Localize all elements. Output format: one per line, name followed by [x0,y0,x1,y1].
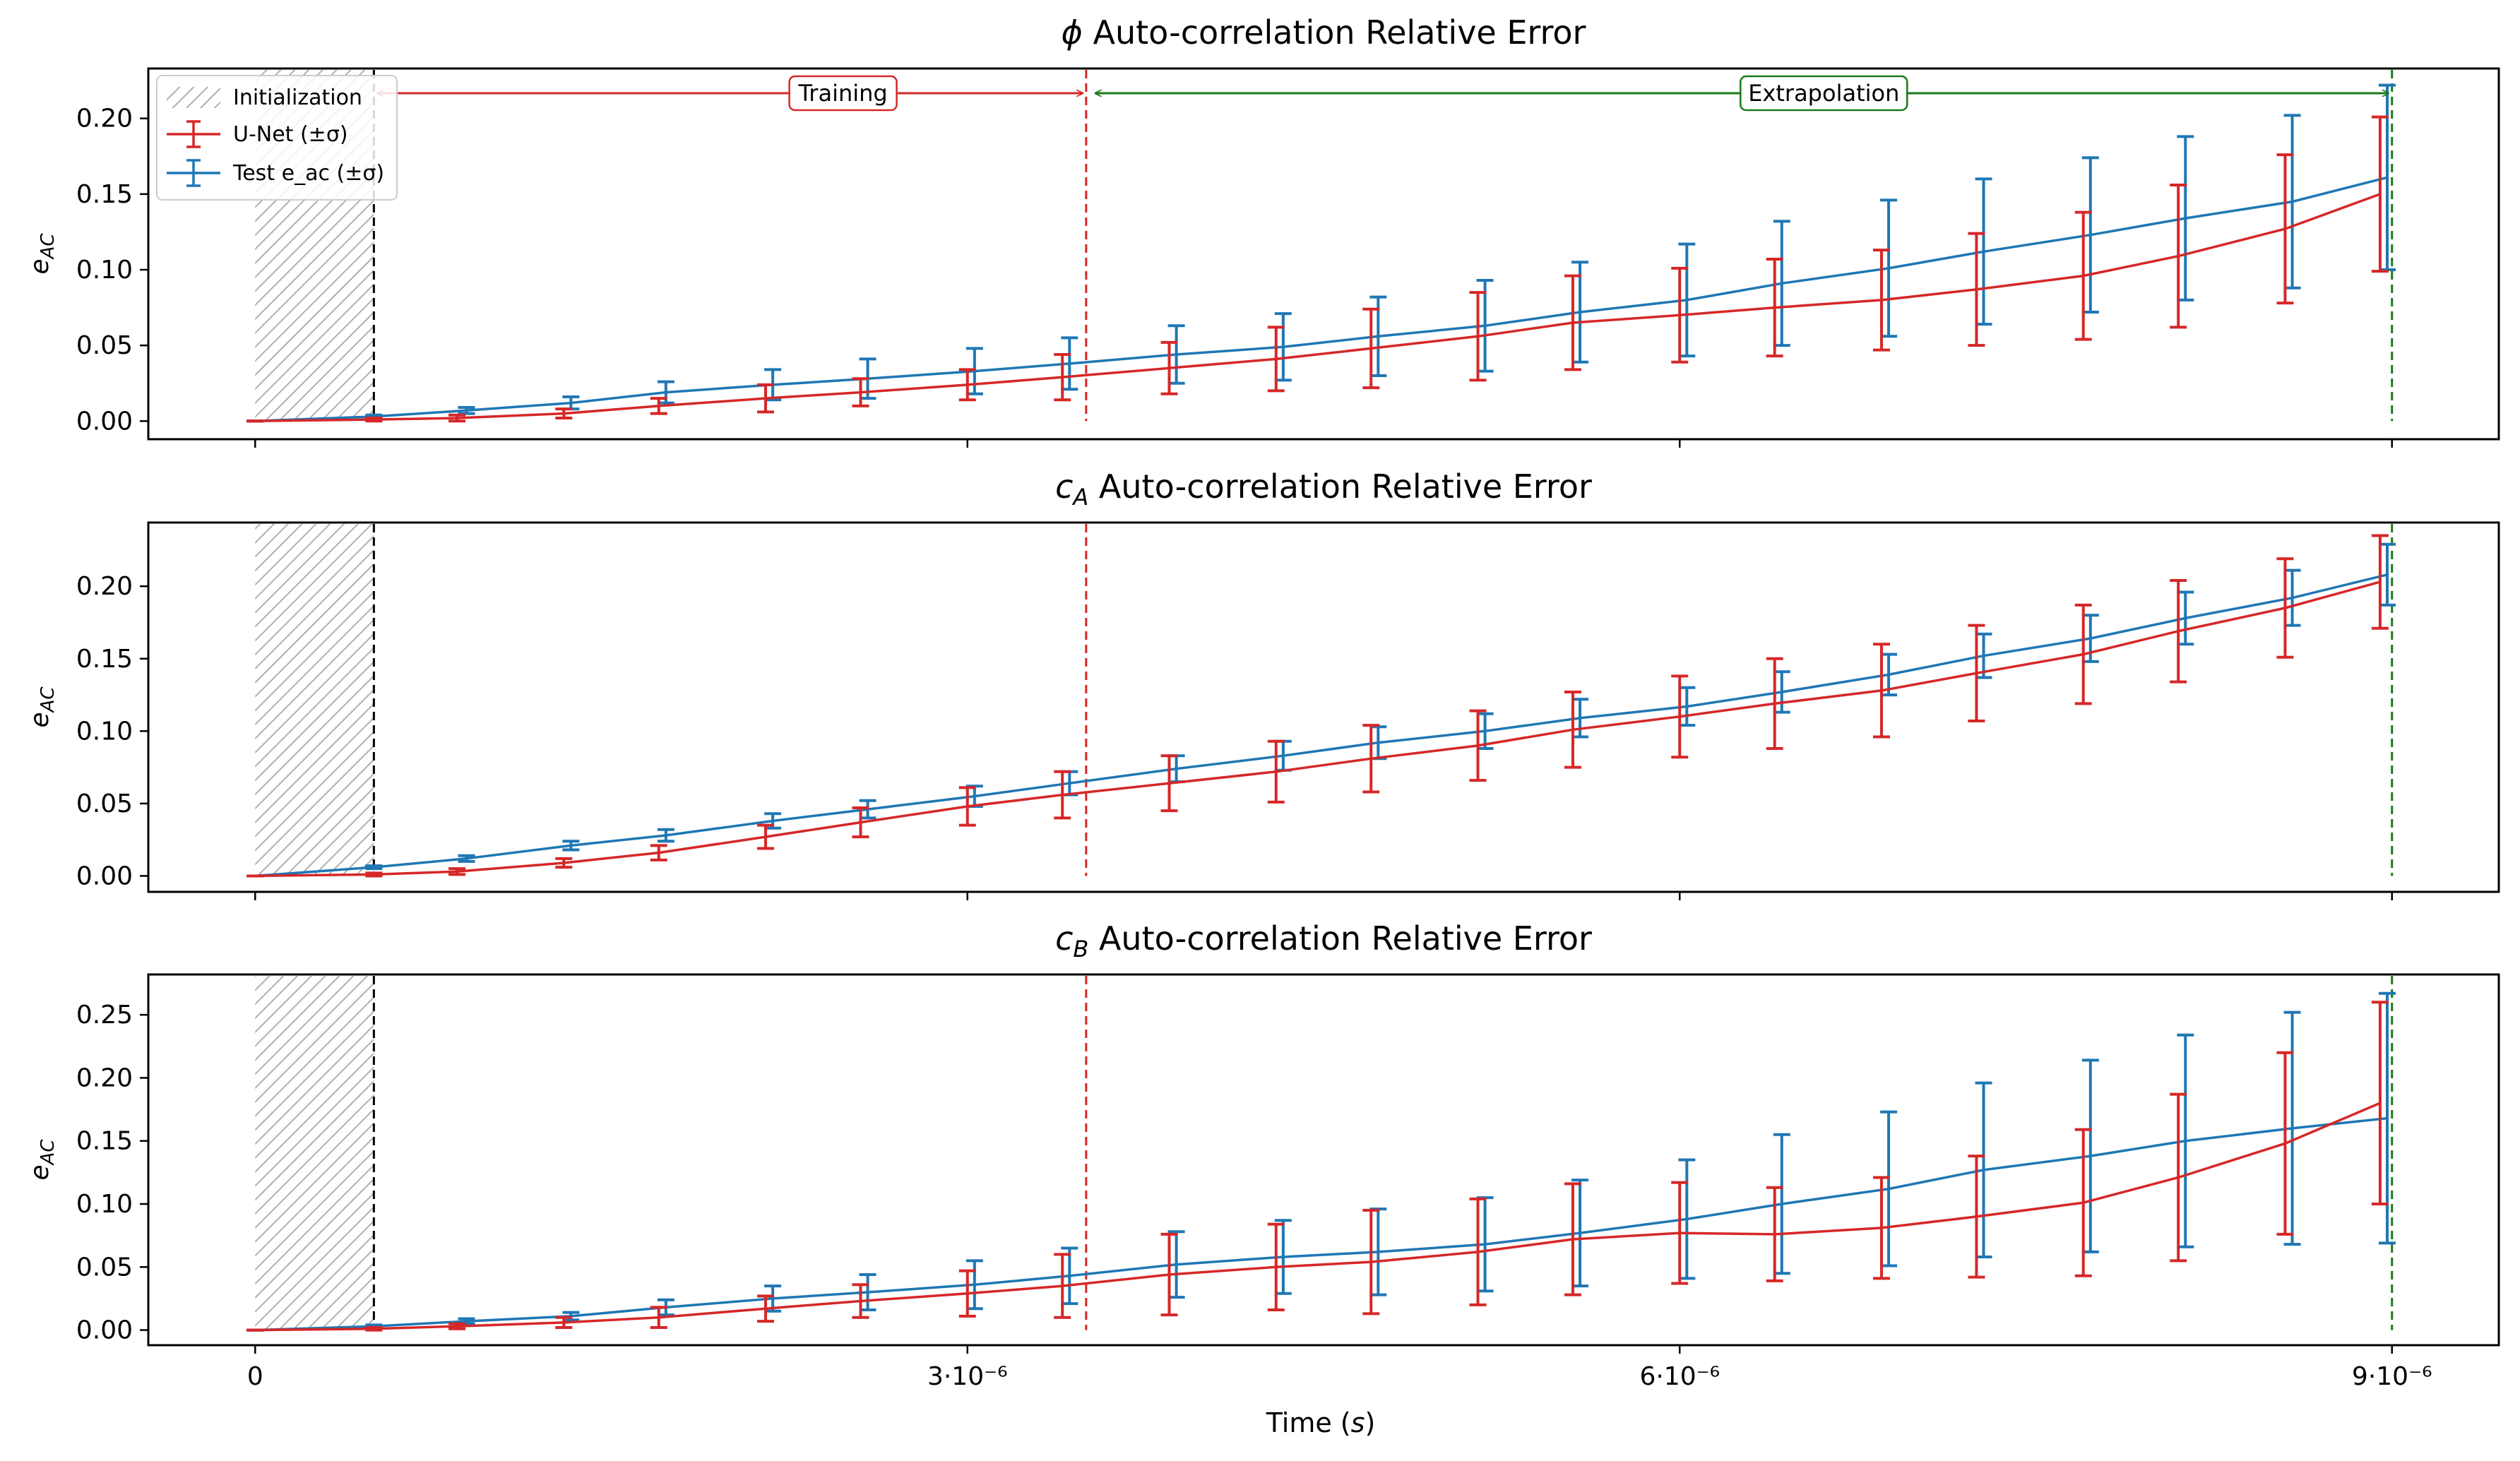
y-axis-label: eAC [25,686,59,728]
panel-title-text: Auto-correlation Relative Error [1088,919,1592,958]
y-tick-label: 0.20 [76,1063,133,1092]
x-tick-label: 9·10⁻⁶ [2352,1362,2432,1391]
y-tick-label: 0.00 [76,1316,133,1345]
panel-title: ϕ Auto-correlation Relative Error [1062,13,1586,52]
legend-label-unet: U-Net (±σ) [233,122,348,147]
x-axis-label: Time (s) [1266,1407,1376,1438]
test-line [255,176,2388,423]
training-label: Training [797,80,887,107]
initialization-region [255,976,374,1330]
extrapolation-label-box [1740,75,1908,112]
panel-title-symbol: c [1055,467,1073,506]
panel-title-subscript: A [1071,484,1088,511]
unet-line [255,580,2381,878]
axes-frame [147,67,2500,441]
y-tick-label: 0.15 [76,1127,133,1156]
x-axis-label-plain: Time [1266,1407,1332,1438]
y-tick-label: 0.05 [76,331,133,360]
training-label-box [788,75,898,112]
y-axis-label-e: e [25,1164,54,1180]
y-axis-label: eAC [25,233,59,275]
y-axis-label-sub: AC [37,686,59,714]
panel-title-symbol: ϕ [1062,13,1083,52]
test-line [255,573,2388,878]
y-axis-label-e: e [25,712,54,727]
y-tick-label: 0.10 [76,1190,133,1219]
panel-title-text: Auto-correlation Relative Error [1088,467,1592,506]
legend-swatch-initialization [167,87,220,108]
y-tick-label: 0.00 [76,407,133,436]
panel-phi: ϕ Auto-correlation Relative Error 0.00 0.0… [25,13,2500,448]
y-tick-label: 0.10 [76,256,133,285]
panel-title: cB Auto-correlation Relative Error [1055,919,1592,962]
x-axis-label-unit: s [1351,1407,1365,1438]
y-axis-label-sub: AC [37,1139,59,1167]
panel-title-symbol: c [1055,919,1073,958]
legend-label-initialization: Initialization [233,85,362,110]
y-tick-label: 0.05 [76,1253,133,1282]
axes-frame [147,973,2500,1347]
y-tick-label: 0.15 [76,180,133,209]
panel-title: cA Auto-correlation Relative Error [1055,467,1592,511]
panel-cB: cB Auto-correlation Relative Error 0.00 0.… [25,919,2500,1391]
unet-line [255,193,2381,423]
legend-label-test: Test e_ac (±σ) [232,161,384,186]
unet-line [255,1102,2381,1332]
y-tick-label: 0.10 [76,717,133,746]
legend: Initialization U-Net (±σ) Test e_ac (±σ) [156,75,398,201]
y-tick-label: 0.05 [76,789,133,818]
y-tick-label: 0.25 [76,1001,133,1030]
y-axis-label-sub: AC [37,233,59,261]
y-tick-label: 0.15 [76,645,133,674]
y-axis-label-e: e [25,258,54,274]
panel-cA: cA Auto-correlation Relative Error 0.00 0.… [25,467,2500,900]
x-tick-label: 3·10⁻⁶ [927,1362,1008,1391]
y-axis-label: eAC [25,1139,59,1181]
axes-frame [147,521,2500,893]
extrapolation-label: Extrapolation [1748,80,1899,107]
x-tick-label: 0 [247,1362,263,1391]
x-tick-label: 6·10⁻⁶ [1639,1362,1720,1391]
y-tick-label: 0.00 [76,861,133,890]
test-line [255,1116,2388,1332]
panel-title-text: Auto-correlation Relative Error [1083,13,1586,52]
panel-title-subscript: B [1073,936,1088,962]
y-tick-label: 0.20 [76,572,133,601]
initialization-region [255,524,374,876]
y-tick-label: 0.20 [76,105,133,133]
